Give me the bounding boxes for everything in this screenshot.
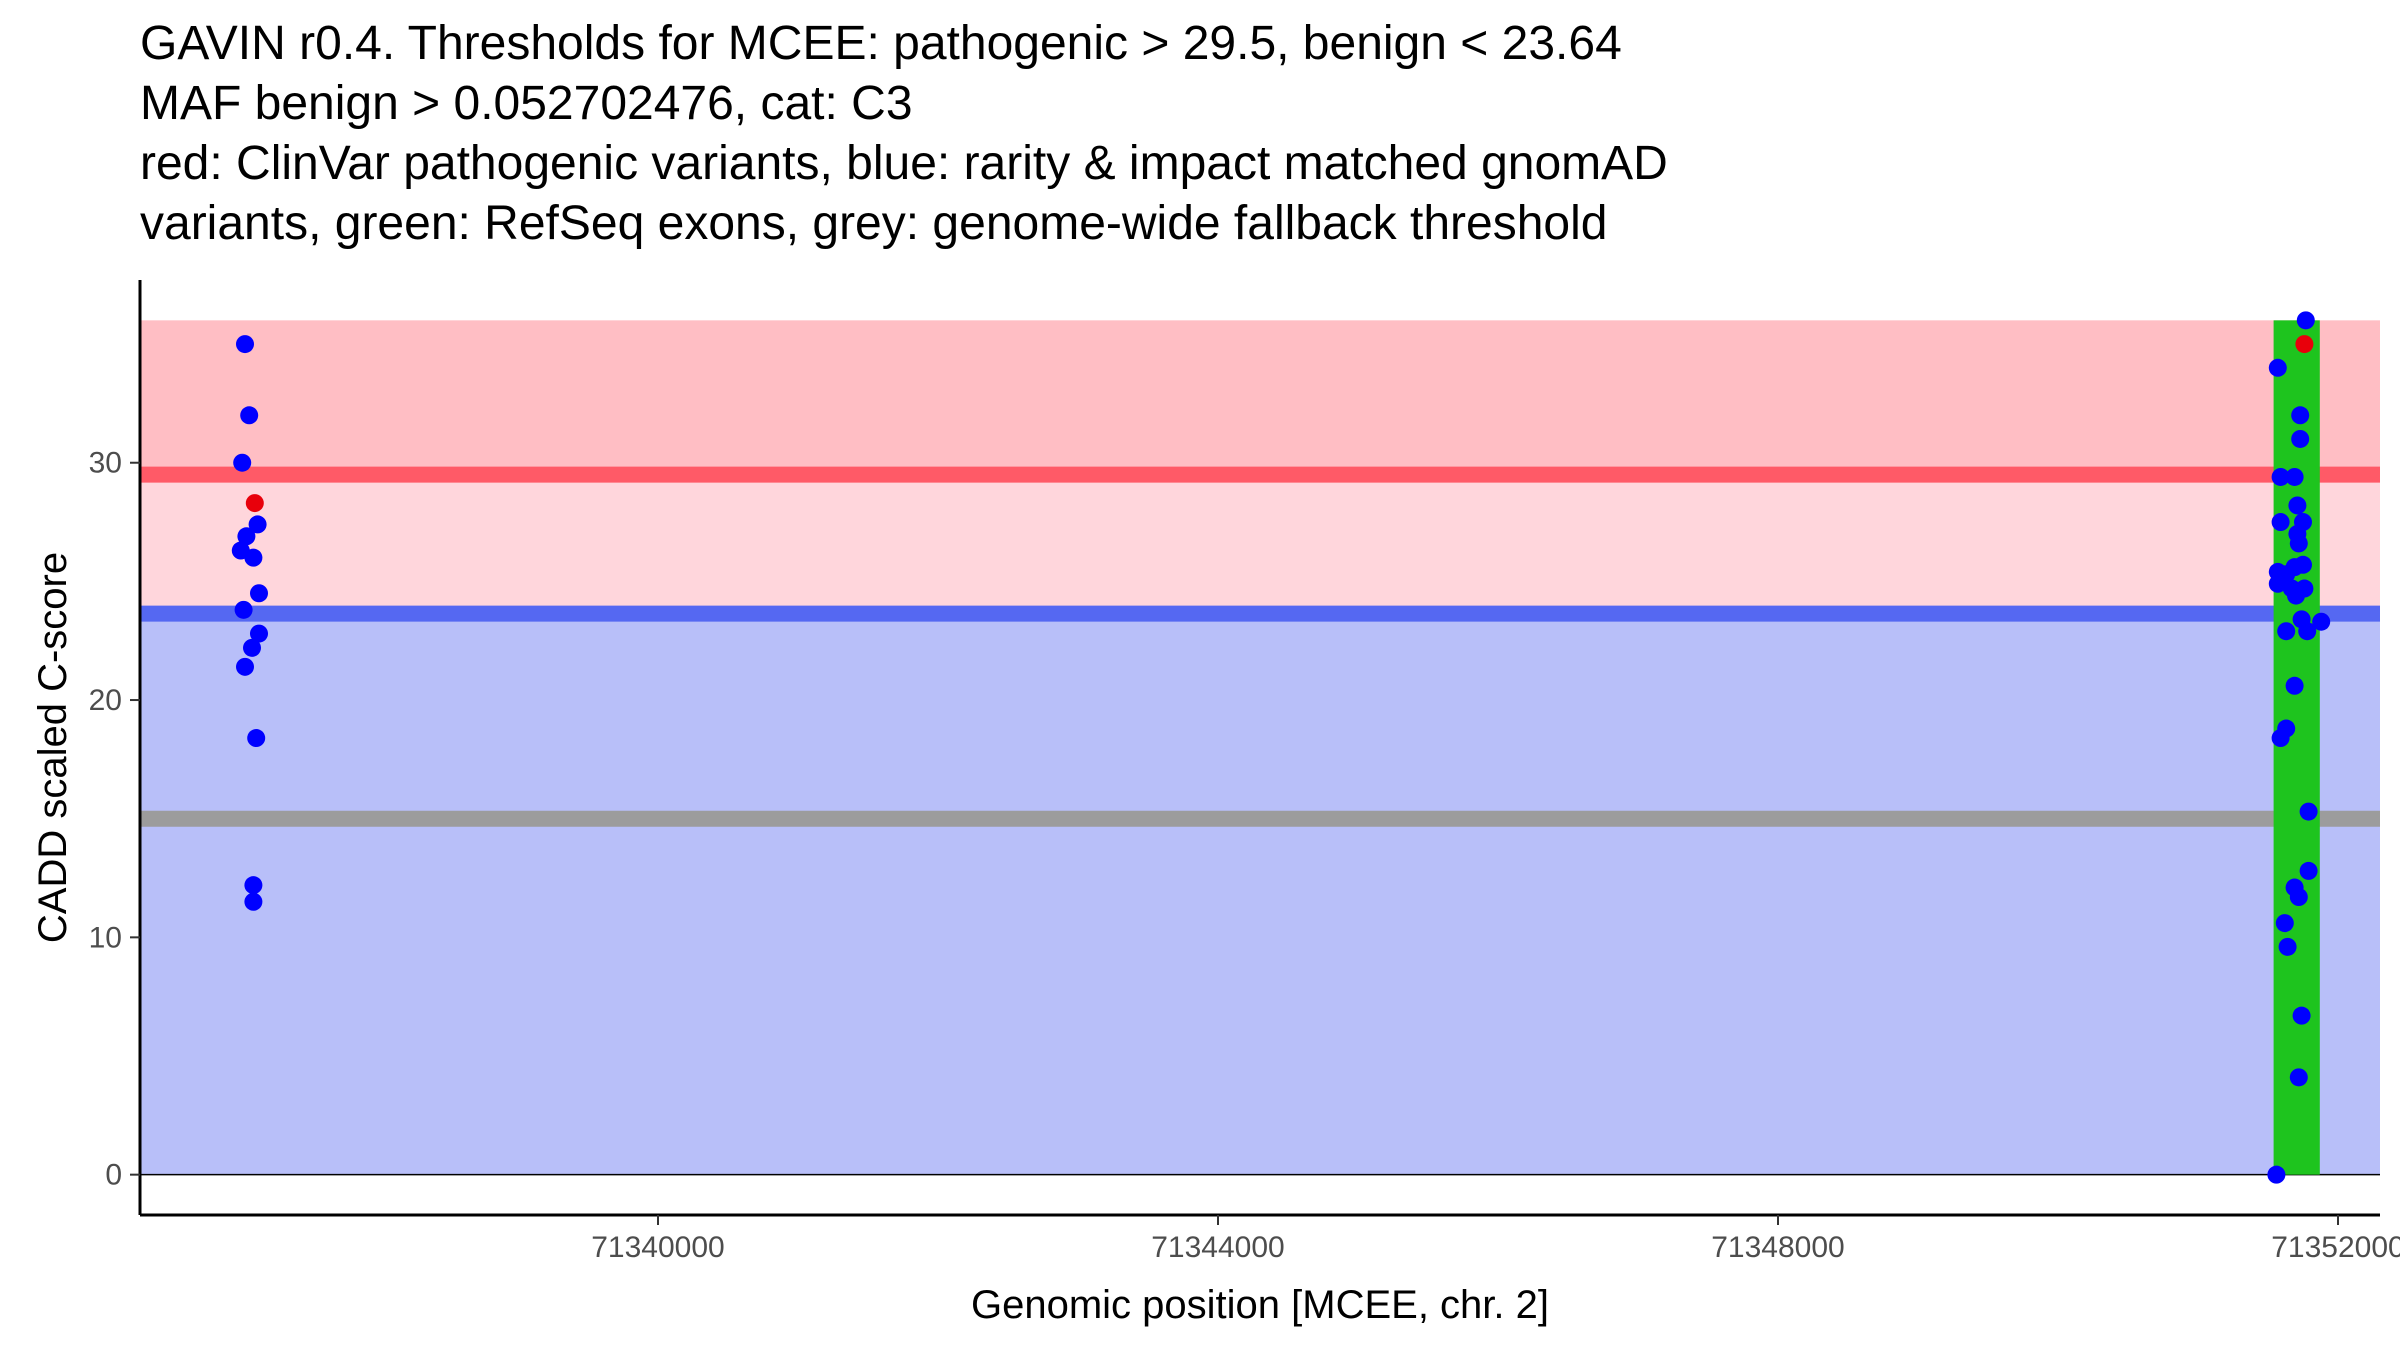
- gnomad-point-23: [2289, 534, 2308, 553]
- gnomad-point-39: [2299, 802, 2318, 821]
- data-points: [231, 311, 2331, 1184]
- gnomad-point-31: [2287, 586, 2305, 605]
- gnomad-point-47: [2267, 1165, 2286, 1184]
- gnomad-point-45: [2292, 1006, 2311, 1025]
- clinvar-point-1: [245, 494, 264, 513]
- clinvar-point-2: [2295, 335, 2314, 354]
- gnomad-point-10: [250, 624, 268, 643]
- x-tick-label: 71348000: [1711, 1231, 1844, 1264]
- uncertain-region: [140, 474, 2380, 614]
- gnomad-point-44: [2278, 937, 2297, 956]
- gnomad-point-36: [2285, 676, 2304, 695]
- gnomad-point-48: [2296, 311, 2315, 330]
- gnomad-point-14: [244, 876, 263, 895]
- gnomad-point-28: [2268, 574, 2287, 593]
- gnomad-point-33: [2298, 622, 2317, 641]
- background-regions: [140, 320, 2380, 1175]
- title-line-2: MAF benign > 0.052702476, cat: C3: [140, 77, 913, 130]
- gnomad-point-35: [2312, 612, 2331, 631]
- title-line-4: variants, green: RefSeq exons, grey: gen…: [140, 197, 1608, 250]
- gnomad-point-11: [243, 638, 261, 657]
- gnomad-point-5: [237, 527, 256, 546]
- y-tick-label: 30: [89, 447, 122, 480]
- chart-title: GAVIN r0.4. Thresholds for MCEE: pathoge…: [140, 14, 2340, 254]
- benign-region: [140, 613, 2380, 1175]
- x-tick-label: 71352000: [2271, 1231, 2400, 1264]
- gnomad-point-16: [2268, 358, 2287, 377]
- title-line-1: GAVIN r0.4. Thresholds for MCEE: pathoge…: [140, 17, 1622, 70]
- exon-band-1: [2273, 320, 2320, 1175]
- pathogenic-region: [140, 320, 2380, 475]
- gnomad-point-13: [247, 729, 266, 748]
- gnomad-point-1: [236, 335, 254, 354]
- axes: 0 10 20 30 71340000 71344000 71348000 71352000: [89, 280, 2400, 1264]
- gnomad-point-46: [2289, 1068, 2308, 1087]
- gnomad-point-9: [234, 600, 253, 619]
- gnomad-point-20: [2288, 496, 2307, 515]
- y-tick-label: 10: [89, 921, 122, 954]
- threshold-lines: [140, 320, 2380, 1176]
- x-axis-title: Genomic position [MCEE, chr. 2]: [971, 1283, 1549, 1327]
- y-axis-title: CADD scaled C-score: [31, 552, 75, 943]
- gnomad-point-2: [240, 406, 259, 425]
- gnomad-point-17: [2271, 467, 2290, 486]
- gnomad-point-50: [2291, 429, 2310, 448]
- y-tick-label: 20: [89, 684, 122, 717]
- gnomad-point-38: [2271, 729, 2290, 748]
- gnomad-point-40: [2299, 861, 2318, 880]
- gnomad-point-4: [248, 515, 267, 534]
- gnomad-point-34: [2277, 622, 2296, 641]
- gnomad-point-3: [233, 453, 252, 472]
- gnomad-point-49: [2291, 406, 2310, 425]
- y-tick-label: 0: [105, 1159, 122, 1192]
- gnomad-point-8: [250, 584, 268, 603]
- gnomad-point-19: [2271, 513, 2290, 532]
- gnomad-point-18: [2285, 467, 2304, 486]
- title-line-3: red: ClinVar pathogenic variants, blue: …: [140, 137, 1668, 190]
- gnomad-point-42: [2289, 888, 2308, 907]
- gnomad-point-12: [236, 657, 254, 676]
- gnomad-point-27: [2285, 558, 2304, 577]
- gnomad-point-43: [2275, 914, 2294, 933]
- x-tick-label: 71340000: [591, 1231, 724, 1264]
- x-tick-label: 71344000: [1151, 1231, 1284, 1264]
- gnomad-point-15: [244, 892, 263, 911]
- gnomad-point-7: [244, 548, 263, 567]
